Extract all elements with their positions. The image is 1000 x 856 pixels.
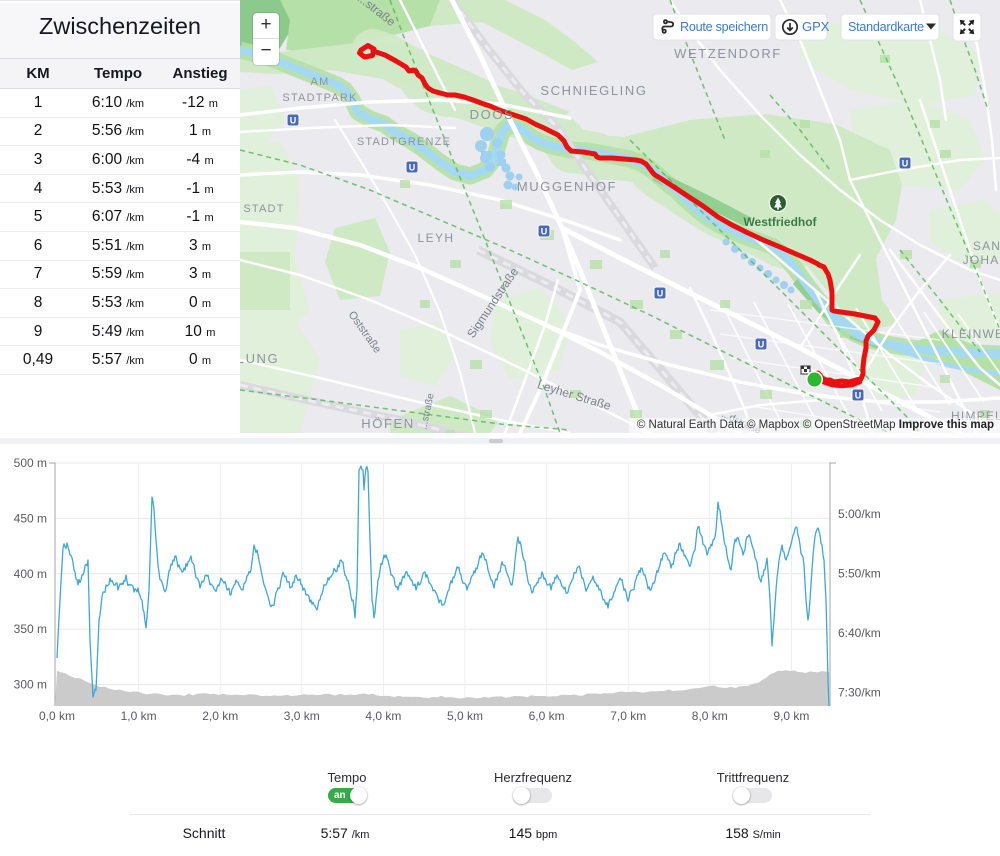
svg-text:3,0 km: 3,0 km <box>284 709 320 723</box>
svg-text:0,0 km: 0,0 km <box>39 709 75 723</box>
svg-text:5:00/km: 5:00/km <box>838 507 881 521</box>
svg-text:Route speichern: Route speichern <box>680 20 768 34</box>
svg-text:9,0 km: 9,0 km <box>773 709 809 723</box>
svg-text:U: U <box>290 116 297 126</box>
svg-text:8,0 km: 8,0 km <box>692 709 728 723</box>
svg-text:SAN: SAN <box>973 239 1000 253</box>
svg-text:5:50/km: 5:50/km <box>838 567 881 581</box>
svg-text:U: U <box>902 159 909 169</box>
svg-text:1,0 km: 1,0 km <box>121 709 157 723</box>
svg-text:7,0 km: 7,0 km <box>610 709 646 723</box>
svg-text:4,0 km: 4,0 km <box>365 709 401 723</box>
svg-text:U: U <box>409 163 416 173</box>
svg-text:400 m: 400 m <box>14 567 47 581</box>
svg-text:7:30/km: 7:30/km <box>838 686 881 700</box>
svg-text:HÖFEN: HÖFEN <box>361 416 415 431</box>
svg-text:450 m: 450 m <box>14 511 47 525</box>
svg-text:DOOS: DOOS <box>470 107 515 122</box>
svg-text:KLEINWE: KLEINWE <box>942 327 1000 341</box>
svg-text:U: U <box>541 227 548 237</box>
svg-text:WETZENDORF: WETZENDORF <box>674 46 782 61</box>
svg-text:Westfriedhof: Westfriedhof <box>743 215 817 229</box>
svg-text:STADT: STADT <box>243 203 284 215</box>
svg-text:U: U <box>855 391 862 401</box>
svg-text:U: U <box>758 340 765 350</box>
svg-text:6,0 km: 6,0 km <box>529 709 565 723</box>
svg-text:300 m: 300 m <box>14 678 47 692</box>
svg-text:GPX: GPX <box>802 19 830 34</box>
svg-text:6:40/km: 6:40/km <box>838 626 881 640</box>
svg-text:SCHNIEGLING: SCHNIEGLING <box>540 83 647 98</box>
svg-text:U: U <box>657 289 664 299</box>
svg-text:JOHAN: JOHAN <box>963 253 1000 267</box>
svg-text:STADTGRENZE: STADTGRENZE <box>357 136 451 148</box>
svg-text:LUNG: LUNG <box>240 351 279 366</box>
svg-text:MUGGENHOF: MUGGENHOF <box>517 179 617 194</box>
svg-text:350 m: 350 m <box>14 622 47 636</box>
svg-text:LEYH: LEYH <box>418 231 455 245</box>
svg-text:500 m: 500 m <box>14 456 47 470</box>
svg-text:STADTPARK: STADTPARK <box>282 92 357 104</box>
svg-text:AM: AM <box>311 76 330 88</box>
svg-text:2,0 km: 2,0 km <box>202 709 238 723</box>
svg-text:5,0 km: 5,0 km <box>447 709 483 723</box>
svg-text:Standardkarte: Standardkarte <box>848 20 924 34</box>
